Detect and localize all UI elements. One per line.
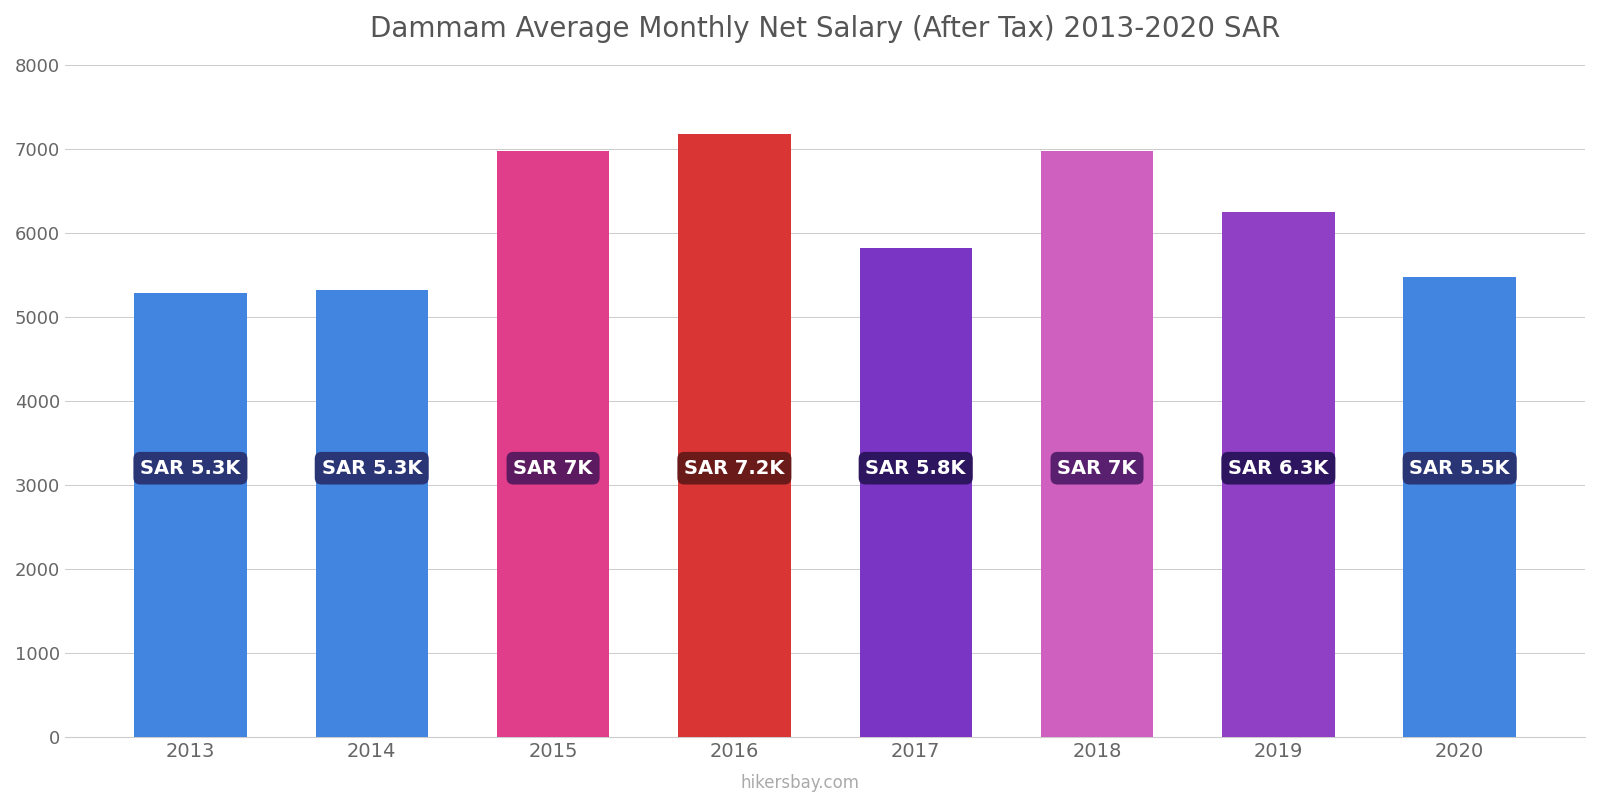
Text: SAR 6.3K: SAR 6.3K — [1229, 458, 1328, 478]
Text: SAR 7.2K: SAR 7.2K — [685, 458, 784, 478]
Text: SAR 7K: SAR 7K — [1058, 458, 1136, 478]
Bar — [1222, 212, 1334, 737]
Bar — [1042, 151, 1154, 737]
Text: SAR 5.5K: SAR 5.5K — [1410, 458, 1510, 478]
Bar — [859, 248, 971, 737]
Title: Dammam Average Monthly Net Salary (After Tax) 2013-2020 SAR: Dammam Average Monthly Net Salary (After… — [370, 15, 1280, 43]
Bar — [134, 294, 246, 737]
Text: SAR 5.8K: SAR 5.8K — [866, 458, 966, 478]
Text: SAR 5.3K: SAR 5.3K — [141, 458, 240, 478]
Bar — [1403, 277, 1515, 737]
Bar — [678, 134, 790, 737]
Bar — [498, 151, 610, 737]
Text: hikersbay.com: hikersbay.com — [741, 774, 859, 792]
Text: SAR 7K: SAR 7K — [514, 458, 592, 478]
Text: SAR 5.3K: SAR 5.3K — [322, 458, 422, 478]
Bar — [315, 290, 427, 737]
